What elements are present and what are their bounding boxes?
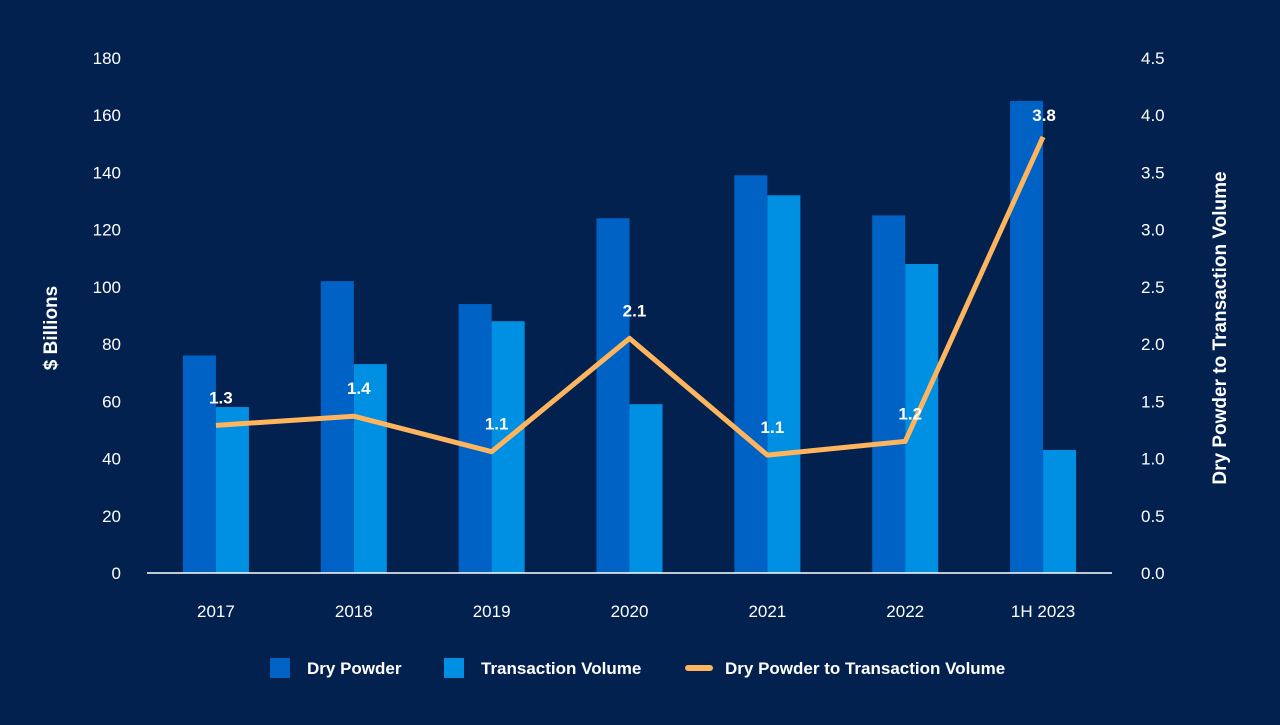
y2-tick-label: 4.0: [1141, 106, 1165, 125]
y2-tick-label: 0.0: [1141, 564, 1165, 583]
x-tick-label: 1H 2023: [1011, 602, 1075, 621]
y2-tick-label: 2.5: [1141, 278, 1165, 297]
bar-dry-powder: [596, 218, 630, 573]
line-data-label: 1.3: [209, 388, 233, 407]
line-data-label: 1.2: [898, 404, 922, 423]
legend-swatch: [270, 658, 290, 678]
y2-tick-label: 2.0: [1141, 335, 1165, 354]
bar-dry-powder: [872, 215, 906, 573]
y2-tick-label: 4.5: [1141, 49, 1165, 68]
y2-tick-label: 1.5: [1141, 392, 1165, 411]
line-data-label: 1.4: [347, 379, 371, 398]
bar-transaction-volume: [353, 364, 387, 573]
y2-tick-label: 1.0: [1141, 450, 1165, 469]
y-tick-label: 0: [112, 564, 121, 583]
bar-transaction-volume: [629, 404, 663, 573]
legend-label: Transaction Volume: [481, 659, 641, 678]
legend-swatch: [444, 658, 464, 678]
bar-transaction-volume: [905, 264, 939, 573]
bar-dry-powder: [734, 175, 768, 574]
y-tick-label: 120: [93, 221, 121, 240]
x-tick-label: 2018: [335, 602, 373, 621]
x-tick-label: 2021: [748, 602, 786, 621]
bar-dry-powder: [1010, 100, 1044, 574]
legend-label: Dry Powder: [307, 659, 402, 678]
bar-transaction-volume: [767, 195, 801, 574]
y2-axis-label: Dry Powder to Transaction Volume: [1210, 171, 1231, 484]
y-tick-label: 20: [102, 507, 121, 526]
y-tick-label: 100: [93, 278, 121, 297]
line-data-label: 1.1: [761, 418, 785, 437]
y-tick-label: 140: [93, 163, 121, 182]
bar-transaction-volume: [215, 407, 249, 573]
y2-tick-label: 3.5: [1141, 163, 1165, 182]
y-tick-label: 60: [102, 392, 121, 411]
x-tick-label: 2019: [473, 602, 511, 621]
y-tick-label: 80: [102, 335, 121, 354]
bar-dry-powder: [320, 281, 354, 573]
x-tick-label: 2020: [611, 602, 649, 621]
x-tick-label: 2022: [886, 602, 924, 621]
bar-transaction-volume: [1043, 449, 1077, 573]
line-data-label: 2.1: [623, 301, 647, 320]
bar-dry-powder: [182, 355, 216, 573]
y-tick-label: 160: [93, 106, 121, 125]
y2-tick-label: 3.0: [1141, 221, 1165, 240]
line-data-label: 3.8: [1032, 106, 1056, 125]
legend: Dry Powder Transaction Volume Dry Powder t…: [270, 658, 1005, 678]
bar-dry-powder: [458, 304, 492, 573]
y-tick-label: 180: [93, 49, 121, 68]
y-tick-label: 40: [102, 450, 121, 469]
ratio-line: [215, 135, 1046, 458]
legend-label: Dry Powder to Transaction Volume: [725, 659, 1005, 678]
y-axis-label: $ Billions: [41, 286, 62, 370]
line-data-label: 1.1: [485, 415, 509, 434]
x-tick-label: 2017: [197, 602, 235, 621]
y2-tick-label: 0.5: [1141, 507, 1165, 526]
